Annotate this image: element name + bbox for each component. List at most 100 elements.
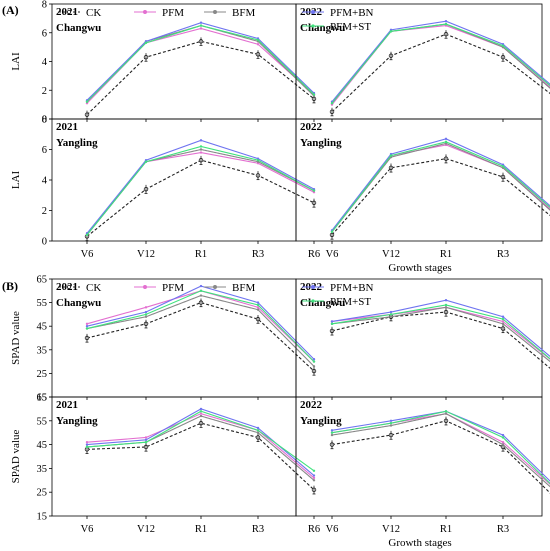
legend-label-pfm-plus-bn: PFM+BN: [330, 282, 374, 294]
series-line-ck: [331, 158, 550, 236]
y-tick-label: 15: [37, 512, 48, 523]
year-label: 2021: [56, 399, 78, 411]
data-point-pfm-plus-st: [389, 30, 393, 33]
x-tick-label: V12: [382, 524, 400, 535]
data-point-bfm: [501, 322, 505, 326]
x-tick-label: R3: [497, 249, 509, 260]
data-point-pfm-plus-st: [199, 145, 203, 148]
data-point-pfm-plus-bn: [444, 137, 448, 141]
data-point-pfm-plus-st: [85, 327, 89, 330]
panel-label-b: (B): [2, 279, 18, 293]
y-tick-label: 0: [42, 115, 47, 126]
legend-marker: [310, 9, 315, 14]
x-tick-label: R6: [308, 249, 320, 260]
x-axis-label: Growth stages: [388, 262, 451, 274]
legend-label-pfm-plus-st: PFM+ST: [330, 296, 371, 308]
data-point-pfm-plus-st: [330, 101, 334, 105]
data-point-bfm: [199, 294, 203, 297]
y-tick-label: 0: [42, 237, 47, 248]
series-line-pfm-plus-bn: [331, 20, 550, 103]
data-point-bfm: [330, 433, 334, 437]
data-point-pfm-plus-st: [444, 303, 448, 307]
legend-label-ck: CK: [86, 7, 101, 19]
data-point-pfm-plus-st: [256, 38, 260, 42]
series-line-ck: [331, 33, 550, 113]
legend-marker: [311, 24, 315, 28]
y-tick-label: 65: [37, 393, 48, 404]
data-point-pfm-plus-st: [501, 436, 505, 439]
panel-a-2022-changwu: 2022Changwu: [295, 3, 550, 122]
y-tick-label: 55: [37, 298, 48, 309]
series-line-ck: [86, 422, 315, 491]
x-tick-label: V6: [326, 524, 339, 535]
site-label: Changwu: [56, 22, 101, 34]
series-line-ck: [331, 420, 550, 494]
series-line-pfm-plus-bn: [331, 299, 550, 358]
panel-b-2022-yangling: V6 V12 R1 R3 R6 Growth stages 2022 Yangling: [295, 396, 550, 549]
data-point-pfm-plus-st: [144, 41, 148, 45]
y-tick-label: 6: [42, 28, 47, 39]
data-point-bfm: [256, 308, 260, 311]
series-line-bfm: [331, 413, 550, 488]
data-point-pfm-plus-bn: [330, 429, 334, 432]
panel-label-a: (A): [2, 3, 19, 17]
data-point-pfm-plus-st: [389, 154, 393, 157]
data-point-pfm-plus-st: [256, 429, 260, 432]
data-point-pfm-plus-bn: [199, 21, 203, 24]
data-point-pfm-plus-st: [199, 24, 203, 27]
data-point-pfm-plus-st: [444, 410, 448, 413]
data-point-pfm-plus-bn: [144, 438, 148, 442]
data-point-pfm-plus-st: [312, 93, 316, 96]
data-point-pfm-plus-st: [501, 44, 505, 47]
series-line-ck: [331, 311, 550, 369]
data-point-pfm-plus-st: [501, 165, 505, 168]
data-point-pfm-plus-st: [85, 445, 89, 449]
data-point-pfm-plus-st: [85, 100, 89, 103]
x-tick-label: R6: [308, 524, 320, 535]
x-tick-label: R1: [195, 249, 207, 260]
data-point-pfm-plus-st: [144, 160, 148, 163]
y-tick-label: 45: [37, 322, 48, 333]
data-point-pfm-plus-st: [444, 22, 448, 26]
y-tick-label: 35: [37, 464, 48, 475]
data-point-pfm-plus-bn: [256, 301, 260, 304]
data-point-pfm-plus-bn: [199, 407, 203, 411]
chart-panels: 02468LAI2021Changwu2022Changwu02468LAIV6…: [10, 0, 550, 549]
data-point-bfm: [312, 479, 316, 482]
y-tick-label: 25: [37, 488, 48, 499]
data-point-pfm: [256, 43, 260, 46]
site-label: Changwu: [300, 22, 345, 34]
x-tick-label: V6: [81, 524, 94, 535]
data-point-pfm-plus-st: [85, 233, 89, 237]
x-tick-label: V6: [326, 249, 339, 260]
legend-a: CK PFM BFM PFM+BN PFM+ST: [58, 7, 374, 33]
x-tick-label: R1: [440, 249, 452, 260]
data-point-bfm: [199, 148, 203, 151]
x-tick-label: V12: [382, 249, 400, 260]
series-line-bfm: [86, 294, 315, 367]
data-point-bfm: [256, 431, 260, 434]
panel-frame: [295, 396, 543, 517]
data-point-bfm: [144, 315, 148, 318]
data-point-pfm-plus-st: [256, 158, 260, 162]
data-point-bfm: [312, 365, 316, 368]
series-line-bfm: [86, 415, 315, 481]
data-point-pfm-plus-st: [199, 289, 203, 292]
y-tick-label: 8: [42, 0, 47, 11]
y-axis-label: LAI: [10, 52, 22, 71]
site-label: Changwu: [56, 297, 101, 309]
panel-a-2021-yangling: 0 2 4 6 8 LAI V6 V12 R1 R3 R6 2021 Yangling: [10, 115, 320, 261]
data-point-pfm-plus-bn: [144, 310, 148, 314]
series-line-pfm-plus-bn: [86, 139, 315, 234]
legend-label-pfm-plus-st: PFM+ST: [330, 21, 371, 33]
data-point-pfm: [501, 320, 505, 323]
data-point-pfm-plus-bn: [444, 299, 448, 302]
data-point-pfm-plus-st: [444, 140, 448, 144]
series-line-pfm-plus-bn: [86, 285, 315, 360]
legend-label-pfm: PFM: [162, 282, 184, 294]
data-point-pfm: [144, 306, 148, 309]
series-line-pfm-plus-st: [86, 410, 315, 472]
series-line-ck: [86, 302, 315, 372]
data-point-pfm-plus-bn: [256, 426, 260, 430]
x-tick-label: R3: [252, 524, 264, 535]
